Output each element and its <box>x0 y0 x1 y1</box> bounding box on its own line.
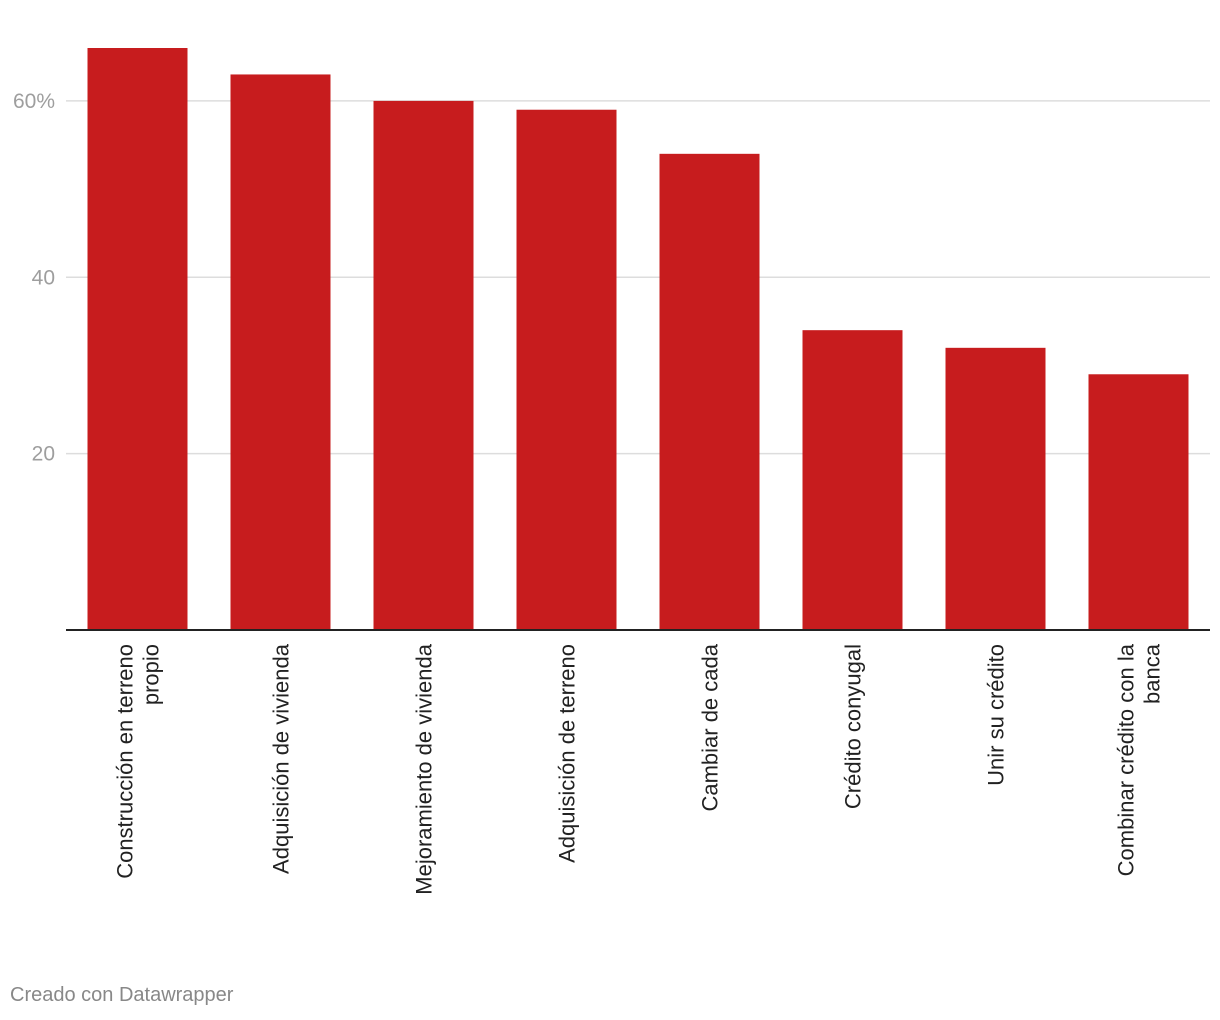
x-category-label: Adquisición de vivienda <box>269 643 294 874</box>
x-category-label-line: Combinar crédito con la <box>1114 643 1139 876</box>
bar <box>1088 374 1189 630</box>
bar <box>516 109 617 630</box>
x-category-label-line: propio <box>139 644 164 705</box>
x-category-label: Construcción en terreno propio <box>113 644 164 879</box>
bar <box>230 74 331 631</box>
x-category-label: Cambiar de cada <box>698 643 723 811</box>
bar <box>659 153 760 630</box>
x-category-label: Combinar crédito con la banca <box>1114 643 1165 876</box>
x-category-label-line: banca <box>1140 643 1165 704</box>
x-category-label-line: Crédito conyugal <box>841 644 866 809</box>
bar <box>802 330 903 630</box>
x-category-label-line: Cambiar de cada <box>698 643 723 811</box>
y-tick-label: 40 <box>32 266 55 289</box>
x-category-label-line: Unir su crédito <box>984 644 1009 786</box>
x-category-label-line: Adquisición de terreno <box>555 644 580 863</box>
credit-footer: Creado con Datawrapper <box>10 984 234 1006</box>
y-tick-label: 60% <box>13 90 55 113</box>
y-axis-tick-labels: 20 40 60% <box>13 90 55 466</box>
x-category-label-line: Construcción en terreno <box>113 644 138 879</box>
bar <box>87 48 188 630</box>
x-category-label: Crédito conyugal <box>841 644 866 809</box>
x-category-label: Mejoramiento de vivienda <box>412 643 437 894</box>
x-axis-category-labels: Construcción en terreno propio Adquisición… <box>113 643 1165 894</box>
x-category-label: Adquisición de terreno <box>555 644 580 863</box>
x-category-label-line: Adquisición de vivienda <box>269 643 294 874</box>
x-category-label: Unir su crédito <box>984 644 1009 786</box>
bar <box>373 100 474 631</box>
bar <box>945 347 1046 630</box>
x-category-label-line: Mejoramiento de vivienda <box>412 643 437 894</box>
y-tick-label: 20 <box>32 443 55 466</box>
bars <box>87 48 1189 631</box>
